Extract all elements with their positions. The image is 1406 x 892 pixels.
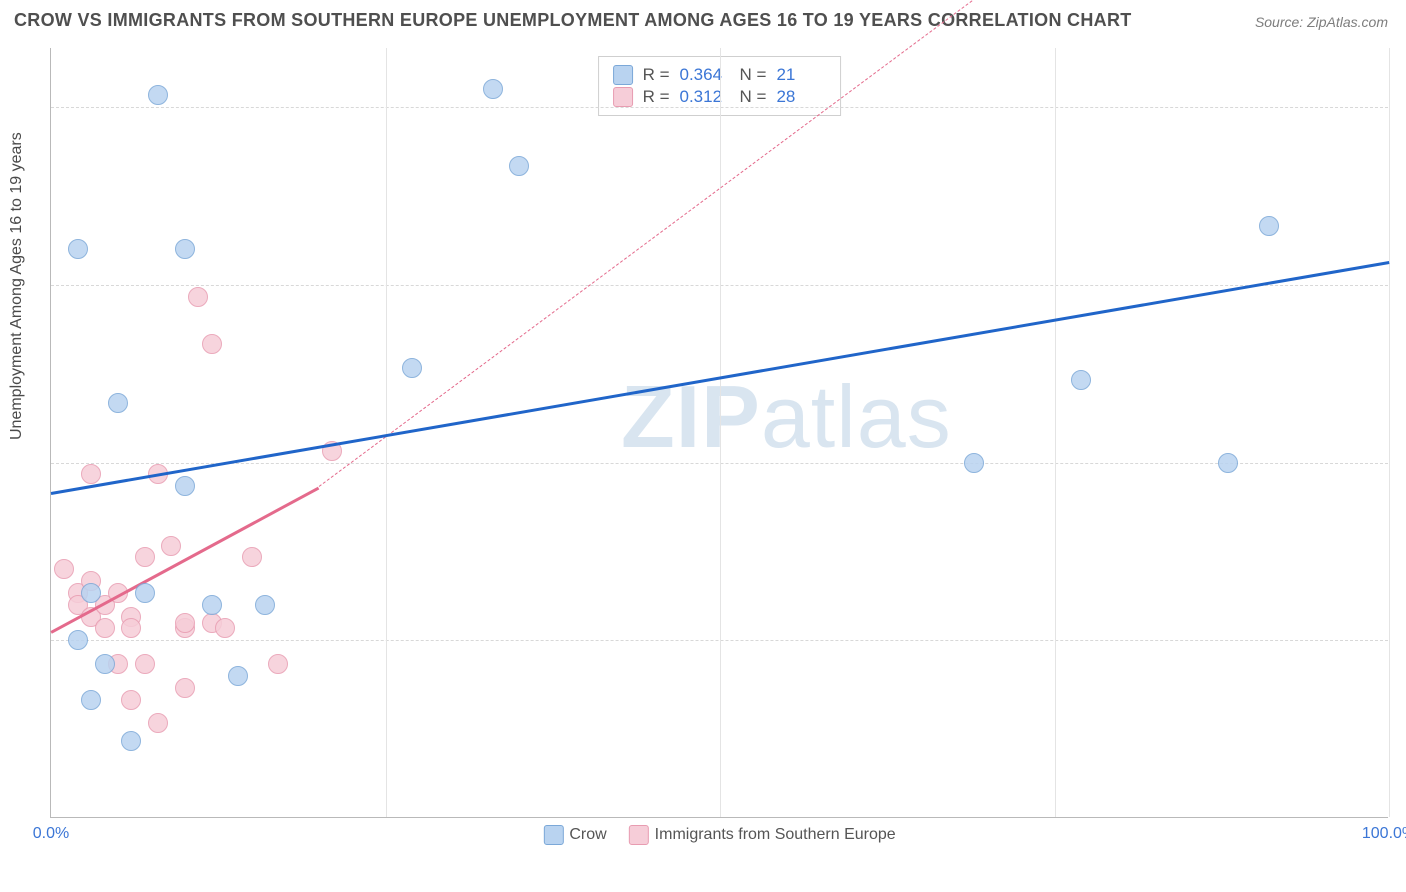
data-point	[68, 630, 88, 650]
data-point	[68, 239, 88, 259]
gridline-v	[1055, 48, 1056, 817]
data-point	[81, 690, 101, 710]
y-tick-label: 30.0%	[1392, 454, 1406, 472]
data-point	[121, 690, 141, 710]
r-label: R =	[643, 65, 670, 85]
data-point	[135, 583, 155, 603]
legend-swatch-immigrants	[613, 87, 633, 107]
data-point	[1259, 216, 1279, 236]
data-point	[81, 583, 101, 603]
data-point	[95, 654, 115, 674]
data-point	[148, 85, 168, 105]
data-point	[121, 731, 141, 751]
legend-swatch	[629, 825, 649, 845]
data-point	[268, 654, 288, 674]
data-point	[81, 464, 101, 484]
source-attribution: Source: ZipAtlas.com	[1255, 14, 1388, 30]
data-point	[175, 678, 195, 698]
chart-title: CROW VS IMMIGRANTS FROM SOUTHERN EUROPE …	[14, 10, 1132, 31]
data-point	[188, 287, 208, 307]
legend-swatch	[543, 825, 563, 845]
data-point	[135, 547, 155, 567]
data-point	[108, 393, 128, 413]
n-label: N =	[740, 65, 767, 85]
r-label: R =	[643, 87, 670, 107]
n-value-crow: 21	[776, 65, 826, 85]
data-point	[1218, 453, 1238, 473]
r-value-immigrants: 0.312	[680, 87, 730, 107]
data-point	[964, 453, 984, 473]
data-point	[202, 595, 222, 615]
data-point	[161, 536, 181, 556]
data-point	[121, 618, 141, 638]
x-tick-label: 0.0%	[33, 825, 69, 843]
data-point	[1071, 370, 1091, 390]
n-label: N =	[740, 87, 767, 107]
data-point	[483, 79, 503, 99]
n-value-immigrants: 28	[776, 87, 826, 107]
data-point	[95, 618, 115, 638]
legend-swatch-crow	[613, 65, 633, 85]
data-point	[175, 476, 195, 496]
data-point	[402, 358, 422, 378]
data-point	[135, 654, 155, 674]
scatter-plot: ZIPatlas R = 0.364 N = 21 R = 0.312 N = …	[50, 48, 1388, 818]
data-point	[148, 713, 168, 733]
gridline-v	[386, 48, 387, 817]
gridline-v	[1389, 48, 1390, 817]
legend-item-crow: Crow	[543, 825, 606, 845]
gridline-v	[720, 48, 721, 817]
data-point	[215, 618, 235, 638]
data-point	[242, 547, 262, 567]
data-point	[202, 334, 222, 354]
trend-line	[50, 486, 319, 633]
legend-item-immigrants: Immigrants from Southern Europe	[629, 825, 896, 845]
legend-series: Crow Immigrants from Southern Europe	[543, 825, 895, 845]
watermark: ZIPatlas	[621, 366, 952, 468]
data-point	[509, 156, 529, 176]
data-point	[175, 613, 195, 633]
x-tick-label: 100.0%	[1362, 825, 1406, 843]
y-tick-label: 60.0%	[1392, 98, 1406, 116]
r-value-crow: 0.364	[680, 65, 730, 85]
data-point	[255, 595, 275, 615]
data-point	[175, 239, 195, 259]
y-axis-label: Unemployment Among Ages 16 to 19 years	[8, 132, 26, 440]
data-point	[228, 666, 248, 686]
y-tick-label: 45.0%	[1392, 276, 1406, 294]
data-point	[54, 559, 74, 579]
y-tick-label: 15.0%	[1392, 631, 1406, 649]
